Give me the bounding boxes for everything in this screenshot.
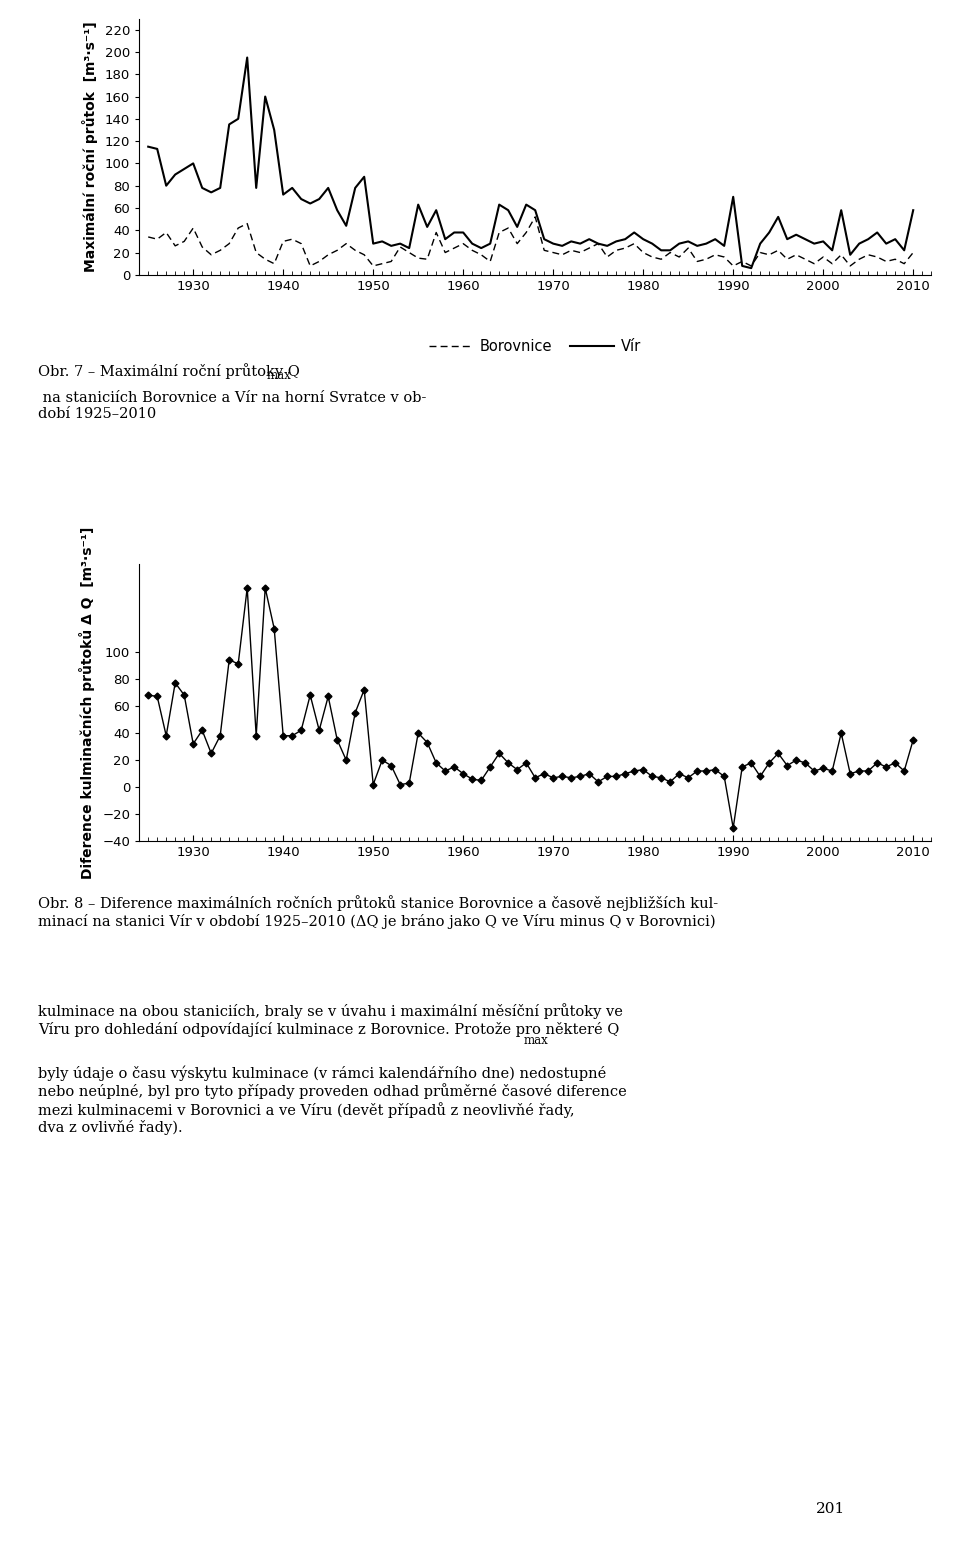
Text: na staniciích Borovnice a Vír na horní Svratce v ob-
dobí 1925–2010: na staniciích Borovnice a Vír na horní S…	[38, 391, 427, 422]
Text: max: max	[267, 369, 292, 381]
Legend: Borovnice, Vír: Borovnice, Vír	[423, 334, 647, 360]
Text: Obr. 8 – Diference maximálních ročních průtoků stanice Borovnice a časově nejbli: Obr. 8 – Diference maximálních ročních p…	[38, 896, 718, 929]
Text: 201: 201	[816, 1502, 845, 1516]
Text: max: max	[523, 1034, 548, 1047]
Y-axis label: Maximální roční průtok  [m³·s⁻¹]: Maximální roční průtok [m³·s⁻¹]	[82, 22, 98, 272]
Text: kulminace na obou staniciích, braly se v úvahu i maximální měsíční průtoky ve
Ví: kulminace na obou staniciích, braly se v…	[38, 1004, 623, 1038]
Y-axis label: Diference kulminačních průtoků Δ Q  [m³·s⁻¹]: Diference kulminačních průtoků Δ Q [m³·…	[80, 527, 95, 879]
Text: Obr. 7 – Maximální roční průtoky Q: Obr. 7 – Maximální roční průtoky Q	[38, 363, 300, 378]
Text: byly údaje o času výskytu kulminace (v rámci kalendářního dne) nedostupné
nebo n: byly údaje o času výskytu kulminace (v r…	[38, 1065, 627, 1135]
